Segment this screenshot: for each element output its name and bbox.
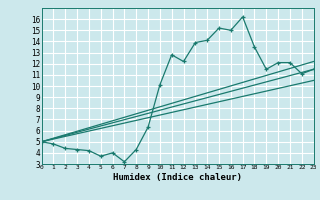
X-axis label: Humidex (Indice chaleur): Humidex (Indice chaleur): [113, 173, 242, 182]
